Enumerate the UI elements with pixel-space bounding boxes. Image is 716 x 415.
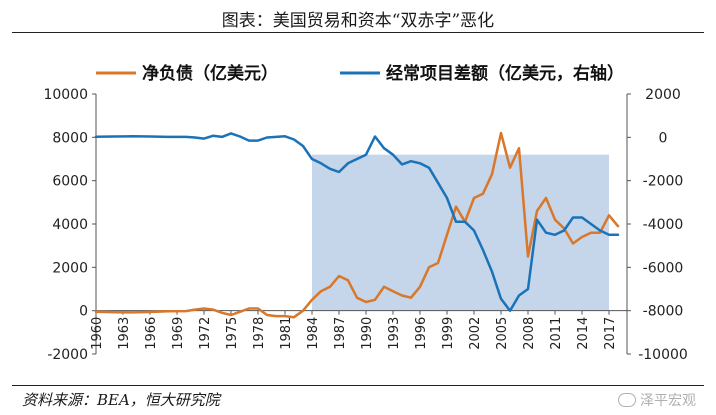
legend: 净负债（亿美元） 经常项目差额（亿美元，右轴） (96, 63, 624, 84)
y-right-tick-label: -8000 (643, 304, 684, 320)
chart: 净负债（亿美元） 经常项目差额（亿美元，右轴） -2000 0 2000 4000 600… (43, 63, 687, 363)
watermark: 泽平宏观 (618, 390, 696, 410)
x-tick-label: 1993 (387, 317, 402, 350)
y-right-tick-label: 2000 (645, 87, 681, 103)
x-tick-label: 1963 (117, 317, 132, 350)
x-tick-label: 2005 (495, 317, 510, 350)
axes: -2000 0 2000 4000 6000 8000 10000 -10000 -8000 -6… (43, 87, 687, 363)
source-note: 资料来源：BEA，恒大研究院 (22, 391, 220, 409)
y-right-tick-label: -6000 (643, 260, 684, 276)
shaded-region (312, 154, 609, 311)
watermark-text: 泽平宏观 (640, 393, 696, 409)
y-right-tick-label: 0 (659, 130, 668, 146)
y-left-tick-label: 0 (79, 304, 88, 320)
y-right-tick-label: -4000 (643, 217, 684, 233)
legend-label-1: 净负债（亿美元） (142, 63, 278, 84)
series-line-1 (94, 131, 620, 319)
x-tick-label: 1975 (225, 317, 240, 350)
x-tick-label: 1990 (360, 317, 375, 350)
y-left-tick-label: 6000 (52, 174, 88, 190)
x-tick-label: 1966 (144, 317, 159, 350)
x-tick-label: 2017 (603, 317, 618, 350)
x-tick-label: 2014 (576, 317, 591, 350)
x-tick-label: 2002 (468, 317, 483, 350)
x-tick-label: 1960 (90, 317, 105, 350)
x-tick-label: 1987 (333, 317, 348, 350)
y-left-tick-label: 4000 (52, 217, 88, 233)
x-tick-label: 1996 (414, 317, 429, 350)
series-line-2 (94, 132, 620, 312)
y-left-tick-label: -2000 (47, 347, 88, 363)
y-left-tick-label: 10000 (43, 87, 88, 103)
y-right-tick-label: -10000 (638, 347, 688, 363)
legend-label-2: 经常项目差额（亿美元，右轴） (386, 63, 624, 84)
x-tick-label: 1984 (306, 317, 321, 350)
x-tick-label: 1978 (252, 317, 267, 350)
x-tick-label: 2008 (522, 317, 537, 350)
y-left-tick-label: 2000 (52, 260, 88, 276)
y-left-tick-label: 8000 (52, 130, 88, 146)
x-tick-label: 1972 (198, 317, 213, 350)
x-tick-label: 1999 (441, 317, 456, 350)
top-rule (12, 32, 704, 33)
bottom-rule (12, 385, 704, 386)
y-right-tick-label: -2000 (643, 174, 684, 190)
wechat-icon (618, 393, 636, 407)
x-tick-label: 1981 (279, 317, 294, 350)
chart-title: 图表：美国贸易和资本“双赤字”恶化 (221, 11, 495, 31)
series-lines (94, 131, 620, 319)
x-tick-label: 1969 (171, 317, 186, 350)
x-tick-label: 2011 (549, 317, 564, 350)
